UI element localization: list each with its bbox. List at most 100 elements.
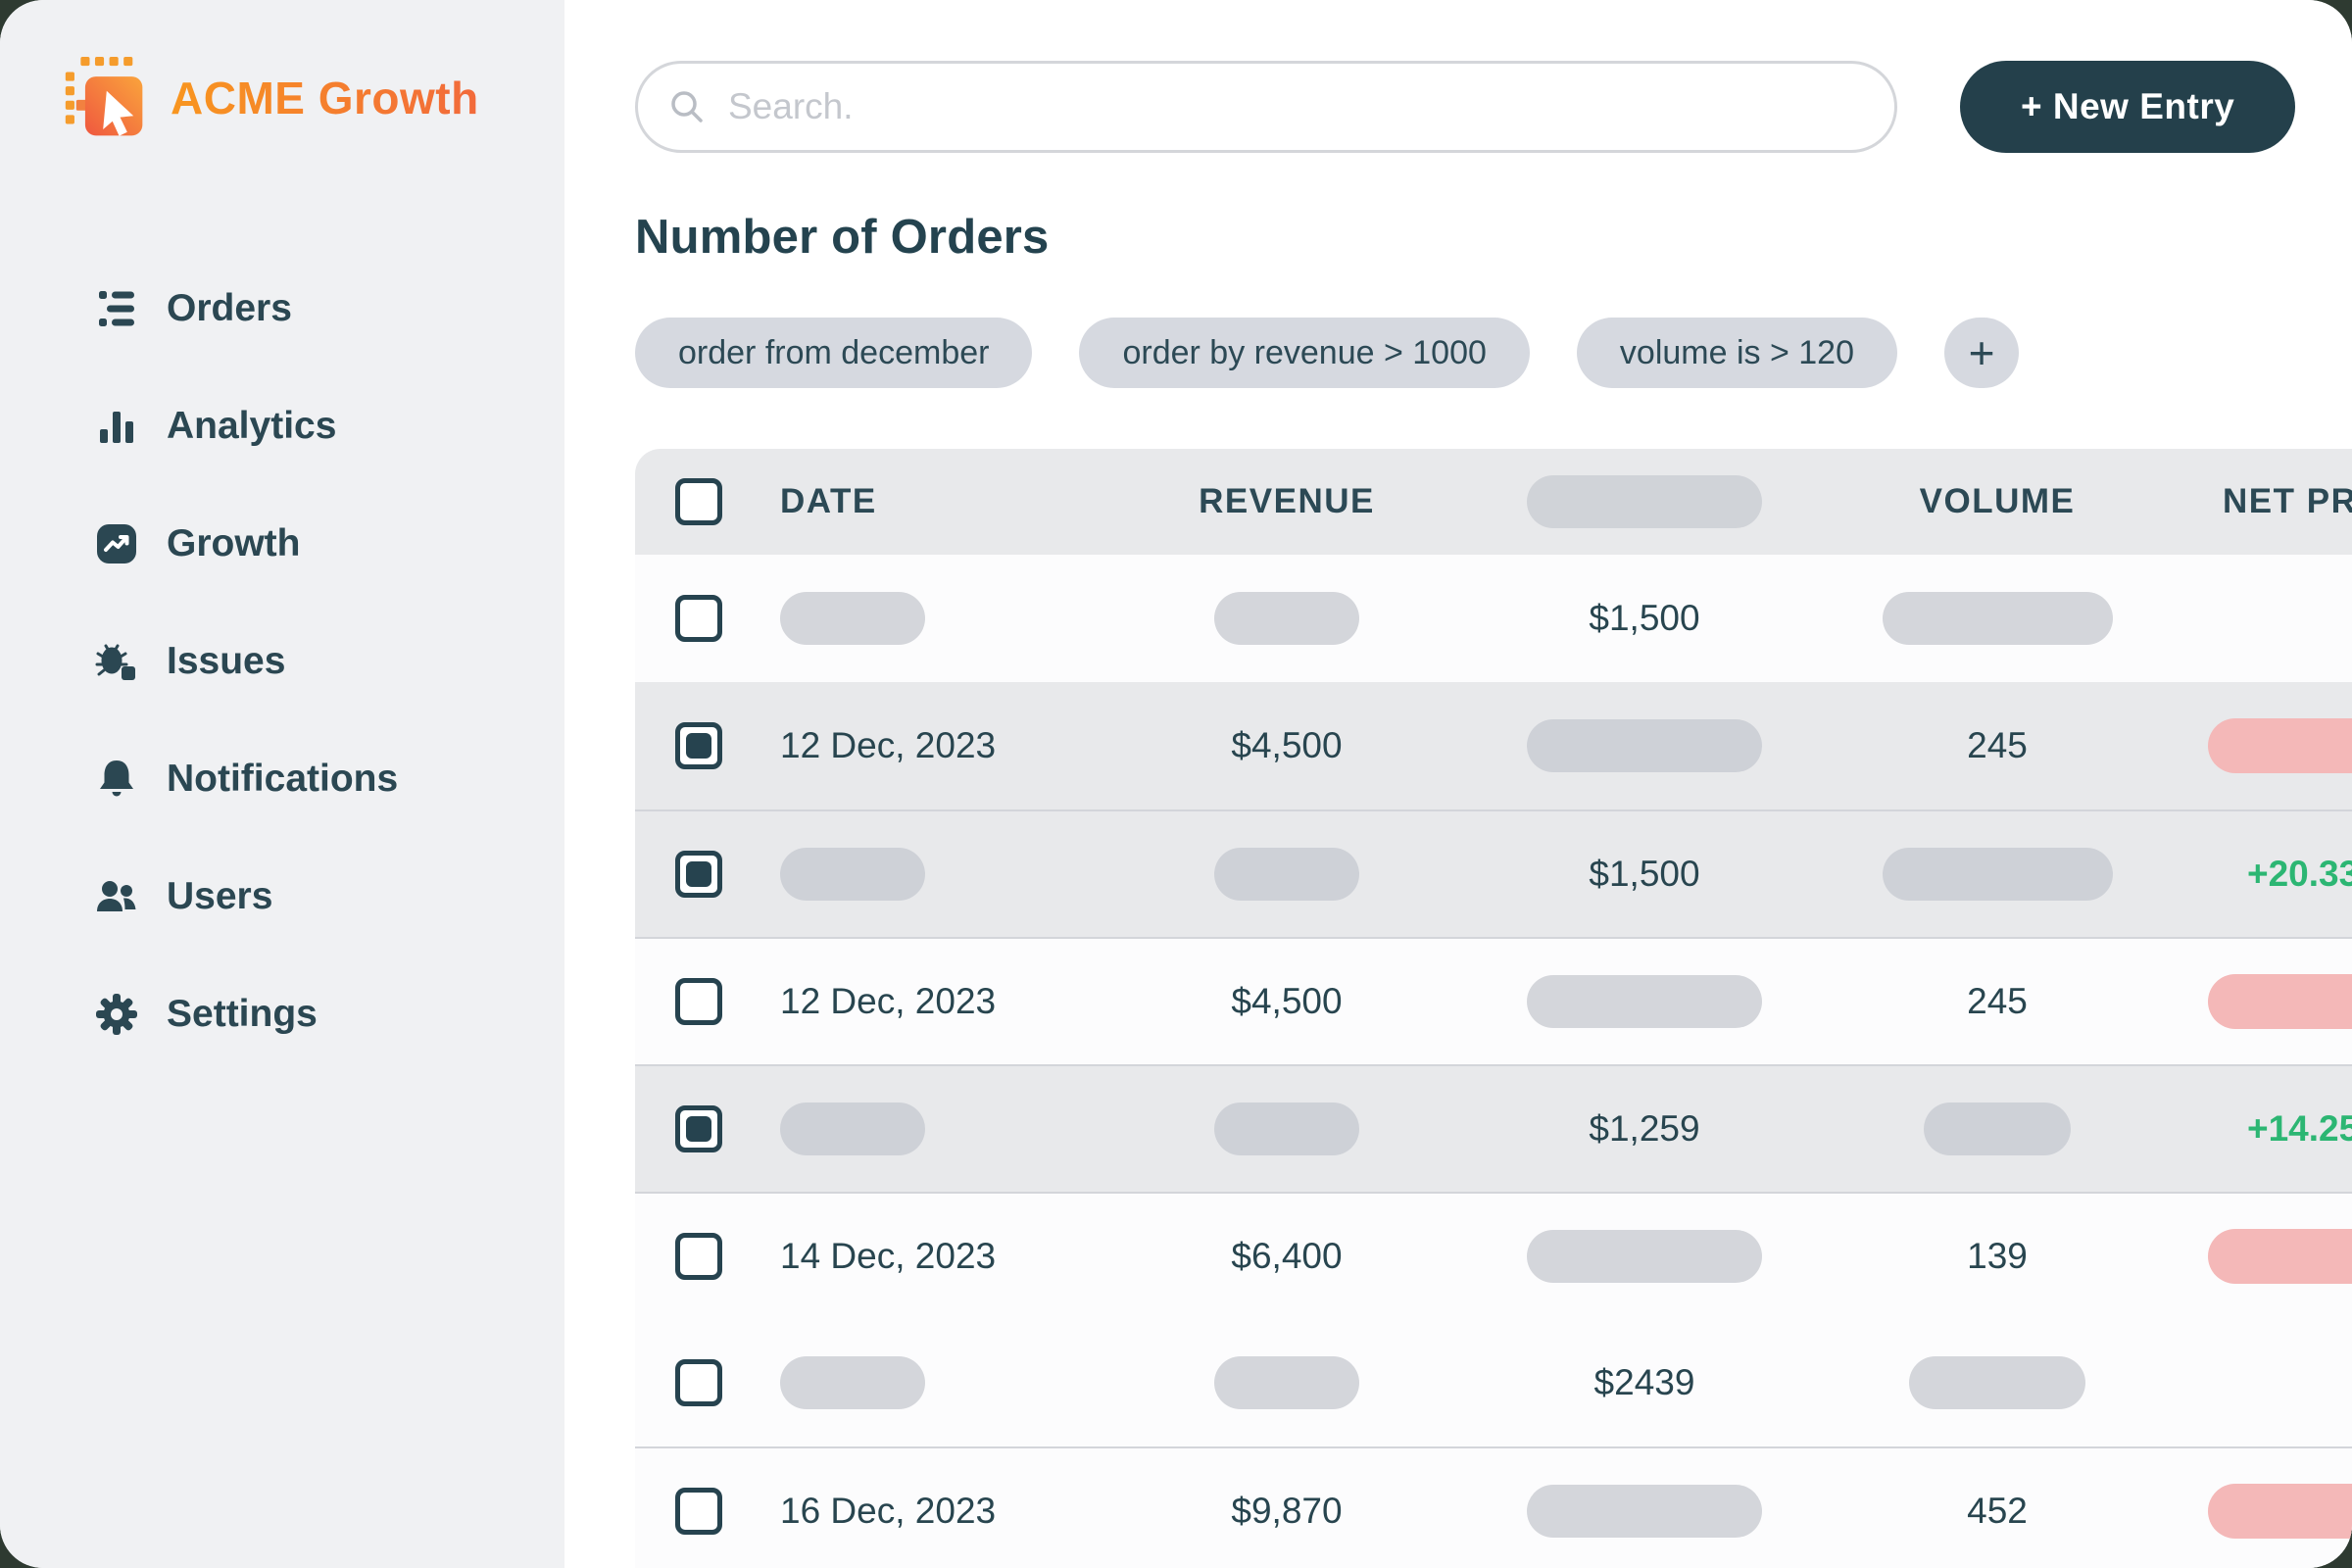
- skeleton-placeholder: [1527, 1485, 1762, 1538]
- cell-extra: [1488, 682, 1801, 809]
- search-icon: [671, 91, 703, 122]
- cell-extra: $1,259: [1589, 1108, 1700, 1149]
- cell-date: [762, 1319, 1086, 1446]
- skeleton-placeholder: [1527, 975, 1762, 1028]
- sidebar-item-settings[interactable]: Settings: [94, 980, 564, 1049]
- cell-extra: [1488, 939, 1801, 1064]
- cell-revenue: [1086, 1319, 1488, 1446]
- search-input[interactable]: [726, 85, 1865, 128]
- sidebar-nav: Orders Analytics: [94, 274, 564, 1049]
- sidebar-item-analytics[interactable]: Analytics: [94, 392, 564, 461]
- bug-icon: [94, 639, 139, 684]
- sidebar-item-label: Growth: [167, 522, 301, 564]
- sidebar-item-notifications[interactable]: Notifications: [94, 745, 564, 813]
- sidebar-item-users[interactable]: Users: [94, 862, 564, 931]
- column-header-volume: VOLUME: [1919, 482, 2076, 520]
- table-row[interactable]: $1,500 +20.33: [635, 809, 2352, 937]
- row-checkbox[interactable]: [675, 595, 722, 642]
- row-checkbox[interactable]: [675, 1359, 722, 1406]
- sidebar-item-growth[interactable]: Growth: [94, 510, 564, 578]
- page-title: Number of Orders: [635, 211, 1050, 264]
- column-header-skeleton: [1527, 475, 1762, 528]
- table-body: $1,500 12 Dec, 2023 $4,500 245 $1,500 +20.33 1…: [635, 555, 2352, 1568]
- logo: ACME Growth: [65, 57, 564, 139]
- cell-net-profit: +14.25: [2247, 1108, 2352, 1149]
- table-row[interactable]: $1,259 +14.25: [635, 1064, 2352, 1192]
- cell-volume: [1801, 1319, 2193, 1446]
- cell-revenue: $4,500: [1231, 981, 1343, 1021]
- sidebar-item-label: Orders: [167, 287, 292, 329]
- cell-net-profit: +20.33: [2247, 854, 2352, 894]
- cell-extra: $2439: [1593, 1362, 1695, 1402]
- top-bar: + New Entry: [635, 61, 2352, 153]
- search-bar: [635, 61, 1897, 153]
- bar-chart-icon: [94, 404, 139, 449]
- skeleton-placeholder: [1909, 1356, 2085, 1409]
- row-checkbox[interactable]: [675, 851, 722, 898]
- cell-revenue: $9,870: [1231, 1491, 1343, 1531]
- table-row[interactable]: 12 Dec, 2023 $4,500 245: [635, 937, 2352, 1064]
- filter-chip[interactable]: order by revenue > 1000: [1079, 318, 1530, 388]
- table-row[interactable]: 12 Dec, 2023 $4,500 245: [635, 682, 2352, 809]
- list-icon: [94, 286, 139, 331]
- row-checkbox[interactable]: [675, 1233, 722, 1280]
- cell-revenue: [1086, 1066, 1488, 1192]
- skeleton-placeholder: [1214, 848, 1359, 901]
- users-icon: [94, 874, 139, 919]
- row-checkbox[interactable]: [675, 978, 722, 1025]
- column-header-net-profit: NET PRO: [2223, 482, 2352, 520]
- cell-revenue: $4,500: [1231, 725, 1343, 765]
- skeleton-placeholder: [780, 848, 925, 901]
- column-header-date: DATE: [780, 482, 877, 520]
- filter-chip[interactable]: order from december: [635, 318, 1033, 388]
- negative-skeleton: [2208, 718, 2352, 773]
- skeleton-placeholder: [1924, 1102, 2071, 1155]
- table-row[interactable]: $1,500: [635, 555, 2352, 682]
- cell-net-profit: [2193, 939, 2352, 1064]
- orders-table: DATE REVENUE VOLUME NET PRO $1,500 12 Dec…: [635, 449, 2352, 1568]
- cell-date: [762, 555, 1086, 682]
- table-row[interactable]: $2439: [635, 1319, 2352, 1446]
- table-row[interactable]: 14 Dec, 2023 $6,400 139: [635, 1192, 2352, 1319]
- bell-icon: [94, 757, 139, 802]
- cell-date: 16 Dec, 2023: [780, 1491, 997, 1531]
- sidebar-item-issues[interactable]: Issues: [94, 627, 564, 696]
- cell-date: 14 Dec, 2023: [780, 1236, 997, 1276]
- cell-net-profit: [2193, 682, 2352, 809]
- new-entry-button[interactable]: + New Entry: [1960, 61, 2296, 153]
- trend-icon: [94, 521, 139, 566]
- filter-chip[interactable]: volume is > 120: [1576, 318, 1897, 388]
- table-header: DATE REVENUE VOLUME NET PRO: [635, 449, 2352, 555]
- skeleton-placeholder: [1882, 592, 2113, 645]
- logo-text: ACME Growth: [171, 73, 479, 123]
- skeleton-placeholder: [780, 1102, 925, 1155]
- row-checkbox[interactable]: [675, 1488, 722, 1535]
- negative-skeleton: [2208, 1229, 2352, 1284]
- cell-extra: $1,500: [1589, 598, 1700, 638]
- add-filter-button[interactable]: +: [1944, 318, 2019, 388]
- sidebar: ACME Growth Orders: [0, 0, 564, 1568]
- cell-date: [762, 1066, 1086, 1192]
- sidebar-item-label: Analytics: [167, 405, 337, 447]
- cell-extra: $1,500: [1589, 854, 1700, 894]
- table-row[interactable]: 16 Dec, 2023 $9,870 452: [635, 1446, 2352, 1568]
- row-checkbox[interactable]: [675, 722, 722, 769]
- sidebar-item-label: Notifications: [167, 758, 399, 800]
- sidebar-item-label: Issues: [167, 640, 286, 682]
- cell-net-profit: [2193, 1319, 2352, 1446]
- skeleton-placeholder: [1214, 1102, 1359, 1155]
- skeleton-placeholder: [1882, 848, 2113, 901]
- gear-icon: [94, 992, 139, 1037]
- cell-volume: 245: [1967, 981, 2028, 1021]
- skeleton-placeholder: [780, 1356, 925, 1409]
- skeleton-placeholder: [1214, 1356, 1359, 1409]
- sidebar-item-orders[interactable]: Orders: [94, 274, 564, 343]
- select-all-checkbox[interactable]: [675, 478, 722, 525]
- skeleton-placeholder: [1214, 592, 1359, 645]
- row-checkbox[interactable]: [675, 1105, 722, 1152]
- cell-net-profit: [2193, 1194, 2352, 1319]
- negative-skeleton: [2208, 1484, 2352, 1539]
- column-header-revenue: REVENUE: [1199, 482, 1375, 520]
- cell-volume: 245: [1967, 725, 2028, 765]
